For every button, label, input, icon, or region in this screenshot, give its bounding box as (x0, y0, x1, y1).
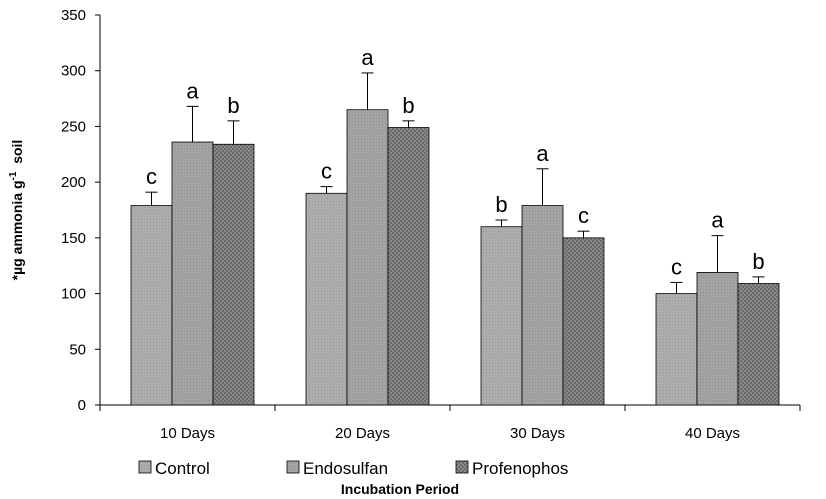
significance-letter: b (752, 249, 764, 274)
x-tick-label: 30 Days (510, 425, 565, 442)
y-tick-label: 150 (61, 230, 86, 247)
x-tick-label: 40 Days (685, 425, 740, 442)
significance-letter: a (186, 78, 199, 103)
significance-letter: b (227, 93, 239, 118)
y-tick-label: 300 (61, 63, 86, 80)
bar-profenophos-1 (212, 143, 255, 406)
bar-control-1 (130, 205, 173, 406)
y-axis-title: *µg ammonia g-1 soil (8, 140, 25, 281)
y-tick-label: 50 (69, 341, 86, 358)
significance-letter: c (671, 254, 682, 279)
y-tick-label: 250 (61, 118, 86, 135)
legend-swatch-control (138, 460, 152, 474)
y-tick-label: 350 (61, 7, 86, 24)
bar-endosulfan-4 (696, 271, 739, 406)
significance-letter: c (146, 164, 157, 189)
bar-profenophos-3 (562, 237, 605, 406)
legend-swatch-profenophos (455, 460, 469, 474)
bar-profenophos-4 (737, 283, 780, 406)
y-tick-label: 200 (61, 174, 86, 191)
legend-swatch-endosulfan (286, 460, 300, 474)
y-axis: 0 50 100 150 200 250 300 350 (61, 7, 101, 414)
legend-label-endosulfan: Endosulfan (303, 459, 388, 478)
significance-letter: a (536, 141, 549, 166)
bar-control-3 (480, 226, 523, 406)
bar-control-2 (305, 192, 348, 406)
significance-letter: b (402, 93, 414, 118)
y-tick-label: 100 (61, 286, 86, 303)
x-axis-title: Incubation Period (341, 481, 459, 497)
bar-control-4 (655, 293, 698, 406)
bar-endosulfan-2 (346, 109, 389, 406)
legend-label-profenophos: Profenophos (472, 459, 568, 478)
bar-endosulfan-1 (171, 141, 214, 406)
significance-letter: a (361, 45, 374, 70)
legend: Control Endosulfan Profenophos (138, 459, 568, 478)
significance-letter: a (711, 208, 724, 233)
significance-letter: c (321, 159, 332, 184)
x-axis (99, 404, 801, 411)
bar-endosulfan-3 (521, 205, 564, 406)
legend-label-control: Control (155, 459, 210, 478)
significance-letter: b (495, 192, 507, 217)
category-labels: 10 Days 20 Days 30 Days 40 Days (160, 425, 740, 442)
significance-letter: c (578, 203, 589, 228)
x-tick-label: 10 Days (160, 425, 215, 442)
bars: c a b c a b b a c c a b (130, 45, 780, 406)
bar-profenophos-2 (387, 127, 430, 406)
y-tick-label: 0 (78, 397, 86, 414)
x-tick-label: 20 Days (335, 425, 390, 442)
